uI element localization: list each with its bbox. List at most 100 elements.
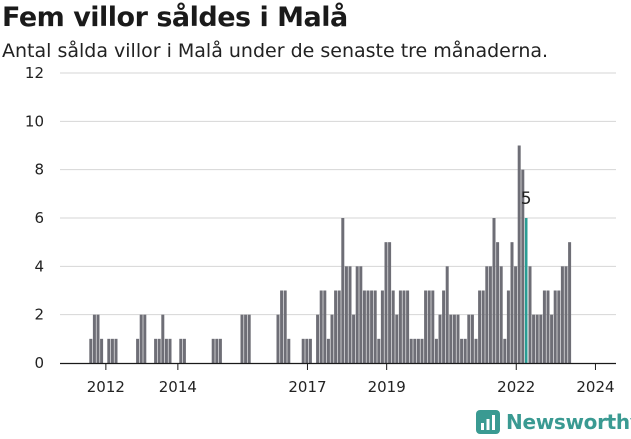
gridlines: [60, 72, 616, 316]
bar: [139, 314, 143, 363]
bar: [330, 314, 334, 363]
bar: [326, 338, 330, 363]
bar: [154, 338, 158, 363]
bar: [528, 266, 532, 363]
bar: [460, 338, 464, 363]
bar: [438, 314, 442, 363]
bar: [308, 338, 312, 363]
bar: [449, 314, 453, 363]
bar: [377, 338, 381, 363]
bar: [452, 314, 456, 363]
x-tick-label: 2019: [368, 378, 406, 396]
y-tick-label: 6: [34, 209, 44, 227]
bar: [301, 338, 305, 363]
bar: [305, 338, 309, 363]
bar: [402, 290, 406, 363]
bar: [474, 338, 478, 363]
x-tick-label: 2022: [497, 378, 535, 396]
bar: [503, 338, 507, 363]
bar: [553, 290, 557, 363]
bar: [546, 290, 550, 363]
bar: [488, 266, 492, 363]
y-axis-tick-labels: 0 2 4 6 8 10 12: [25, 64, 44, 372]
bar: [373, 290, 377, 363]
y-tick-label: 0: [34, 354, 44, 372]
newsworthy-logo-icon: [476, 410, 500, 434]
bar: [283, 290, 287, 363]
bar: [467, 314, 471, 363]
bar: [100, 338, 104, 363]
bar: [319, 290, 323, 363]
bar: [542, 290, 546, 363]
bar: [182, 338, 186, 363]
bar: [427, 290, 431, 363]
bar: [391, 290, 395, 363]
bar: [445, 266, 449, 363]
chart-title: Fem villor såldes i Malå: [2, 2, 348, 33]
highlight-bar: [524, 218, 528, 363]
x-tick-label: 2014: [159, 378, 197, 396]
bar: [110, 338, 114, 363]
bar: [380, 290, 384, 363]
y-tick-label: 10: [25, 112, 44, 130]
bar: [341, 218, 345, 363]
bar: [161, 314, 165, 363]
brand-logo: Newsworthy: [476, 407, 631, 437]
bar: [240, 314, 244, 363]
bar: [370, 290, 374, 363]
bar: [557, 290, 561, 363]
bar: [560, 266, 564, 363]
bar: [517, 145, 521, 363]
bar: [420, 338, 424, 363]
bar: [496, 242, 500, 363]
y-tick-label: 2: [34, 306, 44, 324]
bar-chart: 0 2 4 6 8 10 12 2012 2014 2017 2019 2022 2024 5: [25, 64, 616, 396]
bar: [323, 290, 327, 363]
bar: [395, 314, 399, 363]
highlight-value-label: 5: [521, 189, 532, 209]
bar: [424, 290, 428, 363]
bar: [485, 266, 489, 363]
bars: [89, 145, 572, 363]
bar: [416, 338, 420, 363]
bar: [244, 314, 248, 363]
bar: [107, 338, 111, 363]
bar: [316, 314, 320, 363]
bar: [406, 290, 410, 363]
bar: [409, 338, 413, 363]
bar: [218, 338, 222, 363]
x-tick-label: 2024: [576, 378, 614, 396]
bar: [470, 314, 474, 363]
bar: [550, 314, 554, 363]
bar: [352, 314, 356, 363]
bar: [532, 314, 536, 363]
x-axis-tick-labels: 2012 2014 2017 2019 2022 2024: [87, 363, 615, 396]
x-tick-label: 2017: [288, 378, 326, 396]
bar: [136, 338, 140, 363]
bar: [276, 314, 280, 363]
bar: [143, 314, 147, 363]
annotations: 5: [521, 189, 532, 209]
bar: [337, 290, 341, 363]
bar: [514, 266, 518, 363]
chart-subtitle: Antal sålda villor i Malå under de senas…: [2, 40, 549, 62]
bar: [359, 266, 363, 363]
bar: [215, 338, 219, 363]
x-tick-label: 2012: [87, 378, 125, 396]
bar: [287, 338, 291, 363]
bar: [499, 266, 503, 363]
bar: [96, 314, 100, 363]
bar: [89, 338, 93, 363]
bar: [247, 314, 251, 363]
bar: [168, 338, 172, 363]
brand-name: Newsworthy: [506, 410, 631, 434]
bar: [348, 266, 352, 363]
bar: [388, 242, 392, 363]
bar: [114, 338, 118, 363]
bar: [539, 314, 543, 363]
bar: [510, 242, 514, 363]
bar: [568, 242, 572, 363]
bar: [506, 290, 510, 363]
bar: [434, 338, 438, 363]
bar: [366, 290, 370, 363]
